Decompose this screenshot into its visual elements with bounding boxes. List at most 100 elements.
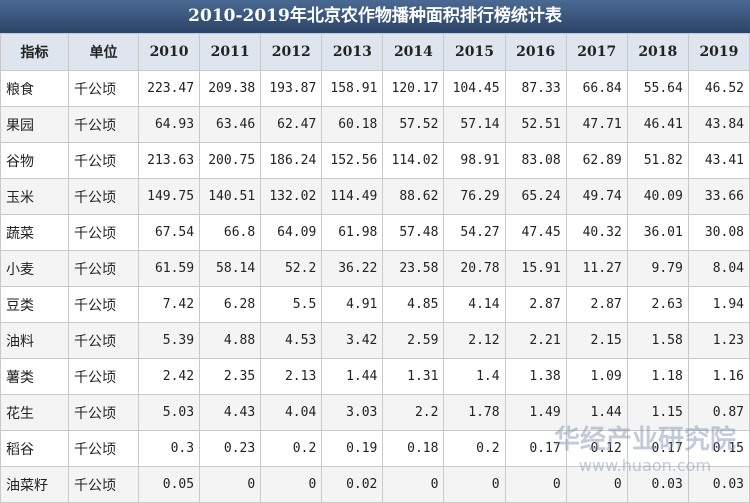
cell: 1.38 (504, 358, 567, 395)
table-row: 薯类 千公顷 2.42 2.35 2.13 1.44 1.31 1.4 1.38 1.09 1.18… (0, 358, 750, 395)
cell: 43.41 (687, 142, 750, 179)
cell: 88.62 (382, 178, 445, 215)
cell: 0.18 (382, 430, 445, 467)
cell: 0.05 (137, 466, 201, 503)
table-row: 豆类 千公顷 7.42 6.28 5.5 4.91 4.85 4.14 2.87 2.87 2.63… (0, 286, 750, 323)
cell: 0.23 (199, 430, 262, 467)
cell: 43.84 (687, 106, 750, 143)
cell: 2.87 (504, 286, 567, 323)
cell: 62.47 (260, 106, 323, 143)
row-label: 稻谷 (0, 430, 69, 467)
cell: 200.75 (199, 142, 262, 179)
cell: 1.23 (687, 322, 750, 359)
cell: 1.78 (443, 394, 506, 431)
cell: 2.42 (137, 358, 201, 395)
row-label: 千公顷 (68, 214, 139, 251)
row-label: 千公顷 (68, 142, 139, 179)
row-label: 千公顷 (68, 70, 139, 107)
cell: 0 (443, 466, 506, 503)
table-row: 小麦 千公顷 61.59 58.14 52.2 36.22 23.58 20.78 15.91 1… (0, 250, 750, 287)
cell: 0.19 (321, 430, 384, 467)
cell: 57.14 (443, 106, 506, 143)
cell: 4.91 (321, 286, 384, 323)
table-row: 油菜籽 千公顷 0.05 0 0 0.02 0 0 0 0 0.03 0.03 (0, 466, 750, 503)
cell: 4.04 (260, 394, 323, 431)
row-label: 千公顷 (68, 178, 139, 215)
cell: 140.51 (199, 178, 262, 215)
row-label: 花生 (0, 394, 69, 431)
cell: 57.48 (382, 214, 445, 251)
row-label: 千公顷 (68, 466, 139, 503)
cell: 1.16 (687, 358, 750, 395)
header-row: 指标 单位 2010 2011 2012 2013 2014 2015 2016 2017 2018… (0, 33, 750, 71)
cell: 0 (565, 466, 628, 503)
row-label: 玉米 (0, 178, 69, 215)
cell: 4.88 (199, 322, 262, 359)
cell: 2.12 (443, 322, 506, 359)
cell: 104.45 (443, 70, 506, 107)
cell: 30.08 (687, 214, 750, 251)
cell: 2.2 (382, 394, 445, 431)
column-header: 2016 (504, 33, 567, 71)
table-body: 粮食 千公顷 223.47 209.38 193.87 158.91 120.17 104.4… (0, 70, 750, 503)
cell: 40.32 (565, 214, 628, 251)
cell: 2.35 (199, 358, 262, 395)
cell: 114.49 (321, 178, 384, 215)
cell: 63.46 (199, 106, 262, 143)
cell: 9.79 (626, 250, 689, 287)
table-row: 稻谷 千公顷 0.3 0.23 0.2 0.19 0.18 0.2 0.17 0.12 0.17 0.… (0, 430, 750, 467)
row-label: 油料 (0, 322, 69, 359)
cell: 52.51 (504, 106, 567, 143)
cell: 36.22 (321, 250, 384, 287)
cell: 83.08 (504, 142, 567, 179)
cell: 3.03 (321, 394, 384, 431)
cell: 66.8 (199, 214, 262, 251)
cell: 65.24 (504, 178, 567, 215)
cell: 52.2 (260, 250, 323, 287)
cell: 0.03 (687, 466, 750, 503)
row-label: 千公顷 (68, 286, 139, 323)
cell: 213.63 (137, 142, 201, 179)
cell: 158.91 (321, 70, 384, 107)
column-header: 2012 (260, 33, 323, 71)
row-label: 果园 (0, 106, 69, 143)
cell: 58.14 (199, 250, 262, 287)
cell: 5.5 (260, 286, 323, 323)
cell: 62.89 (565, 142, 628, 179)
cell: 1.94 (687, 286, 750, 323)
table-row: 粮食 千公顷 223.47 209.38 193.87 158.91 120.17 104.4… (0, 70, 750, 107)
cell: 152.56 (321, 142, 384, 179)
cell: 0.15 (687, 430, 750, 467)
column-header: 单位 (68, 33, 139, 71)
cell: 114.02 (382, 142, 445, 179)
column-header: 2014 (382, 33, 445, 71)
cell: 0.87 (687, 394, 750, 431)
cell: 66.84 (565, 70, 628, 107)
cell: 36.01 (626, 214, 689, 251)
cell: 15.91 (504, 250, 567, 287)
cell: 120.17 (382, 70, 445, 107)
cell: 5.39 (137, 322, 201, 359)
cell: 2.15 (565, 322, 628, 359)
cell: 0 (382, 466, 445, 503)
row-label: 粮食 (0, 70, 69, 107)
cell: 64.09 (260, 214, 323, 251)
cell: 61.98 (321, 214, 384, 251)
cell: 60.18 (321, 106, 384, 143)
table-row: 蔬菜 千公顷 67.54 66.8 64.09 61.98 57.48 54.27 47.45 4… (0, 214, 750, 251)
cell: 1.4 (443, 358, 506, 395)
column-header: 2011 (199, 33, 262, 71)
cell: 2.63 (626, 286, 689, 323)
cell: 67.54 (137, 214, 201, 251)
cell: 55.64 (626, 70, 689, 107)
row-label: 千公顷 (68, 394, 139, 431)
cell: 0.2 (443, 430, 506, 467)
cell: 64.93 (137, 106, 201, 143)
cell: 4.43 (199, 394, 262, 431)
row-label: 千公顷 (68, 322, 139, 359)
table-row: 果园 千公顷 64.93 63.46 62.47 60.18 57.52 57.14 52.51… (0, 106, 750, 143)
cell: 46.52 (687, 70, 750, 107)
cell: 209.38 (199, 70, 262, 107)
cell: 1.44 (565, 394, 628, 431)
